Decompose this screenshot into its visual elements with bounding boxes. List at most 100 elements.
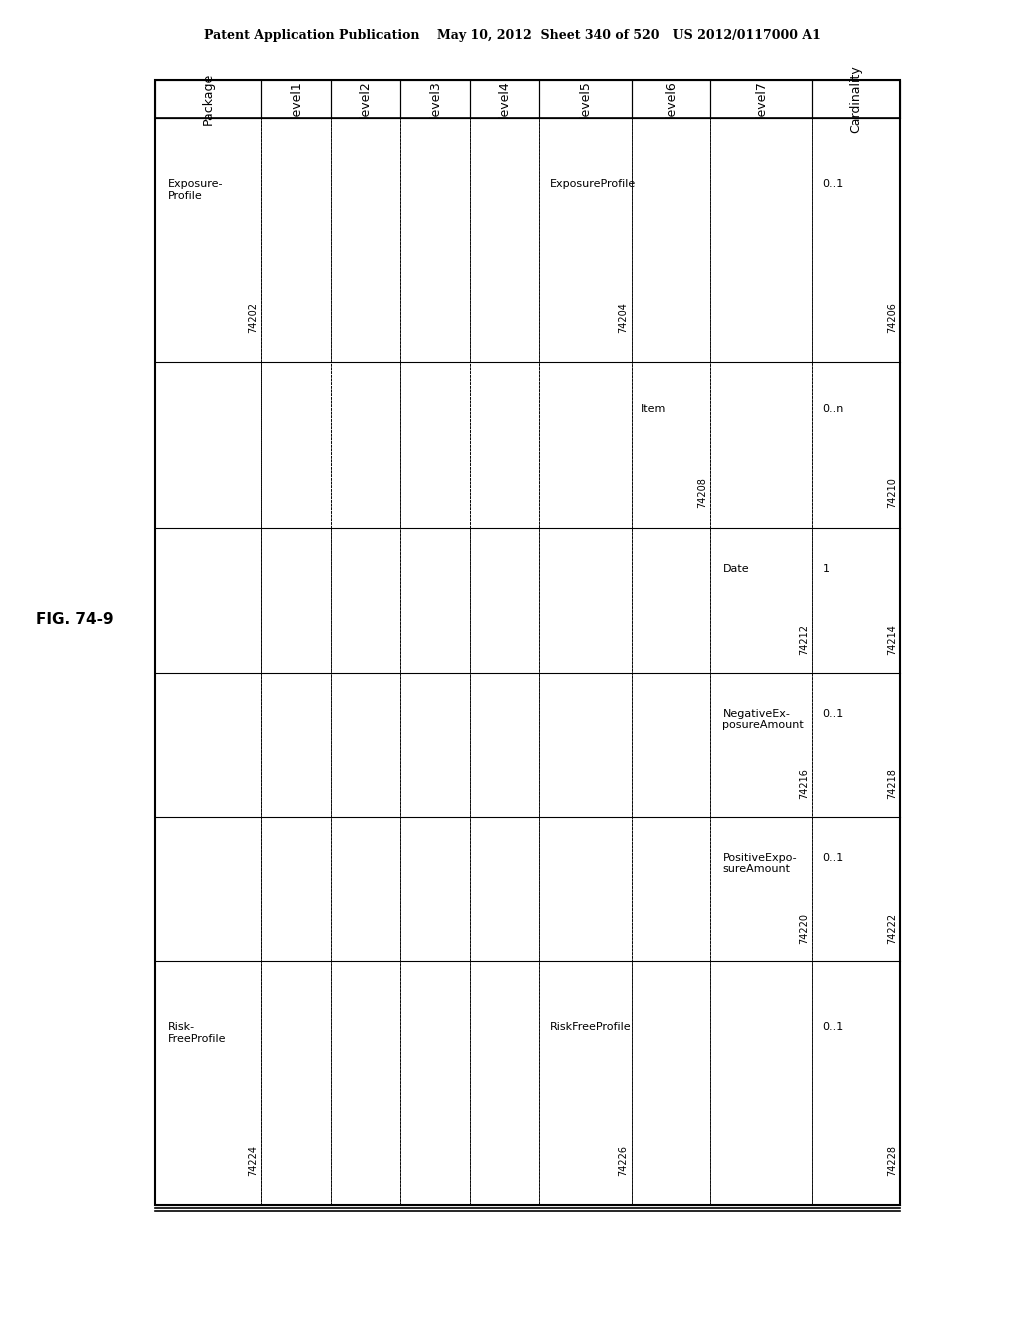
Text: 0..1: 0..1: [822, 180, 844, 189]
Bar: [539, 673, 632, 817]
Text: PositiveExpo-
sureAmount: PositiveExpo- sureAmount: [723, 853, 797, 874]
Bar: [155, 817, 261, 961]
Text: 74202: 74202: [249, 302, 258, 333]
Bar: [261, 528, 331, 673]
Text: 74224: 74224: [249, 1144, 258, 1176]
Bar: [261, 817, 331, 961]
Bar: [155, 362, 261, 528]
Bar: [155, 673, 261, 817]
Text: Risk-
FreeProfile: Risk- FreeProfile: [168, 1022, 226, 1044]
Bar: [400, 528, 470, 673]
Text: 74218: 74218: [887, 768, 897, 800]
Text: level5: level5: [579, 81, 592, 117]
Text: RiskFreeProfile: RiskFreeProfile: [550, 1022, 632, 1032]
Bar: [261, 362, 331, 528]
Bar: [711, 673, 812, 817]
Bar: [711, 961, 812, 1205]
Text: NegativeEx-
posureAmount: NegativeEx- posureAmount: [723, 709, 804, 730]
Bar: [155, 81, 900, 1205]
Text: 0..1: 0..1: [822, 853, 844, 863]
Bar: [261, 961, 331, 1205]
Text: 74214: 74214: [887, 624, 897, 655]
Text: level3: level3: [428, 81, 441, 117]
Text: 74204: 74204: [618, 302, 629, 333]
Bar: [539, 961, 632, 1205]
Bar: [331, 673, 400, 817]
Text: level1: level1: [290, 81, 303, 117]
Bar: [400, 362, 470, 528]
Bar: [400, 961, 470, 1205]
Bar: [632, 817, 711, 961]
Bar: [632, 528, 711, 673]
Text: 74208: 74208: [697, 478, 708, 508]
Text: 0..1: 0..1: [822, 709, 844, 718]
Bar: [155, 81, 261, 117]
Bar: [539, 81, 632, 117]
Bar: [400, 673, 470, 817]
Text: Patent Application Publication    May 10, 2012  Sheet 340 of 520   US 2012/01170: Patent Application Publication May 10, 2…: [204, 29, 820, 41]
Bar: [400, 817, 470, 961]
Bar: [331, 117, 400, 362]
Text: FIG. 74-9: FIG. 74-9: [36, 612, 114, 627]
Text: 0..1: 0..1: [822, 1022, 844, 1032]
Bar: [711, 81, 812, 117]
Bar: [331, 528, 400, 673]
Bar: [331, 362, 400, 528]
Text: Package: Package: [202, 73, 215, 125]
Text: 74206: 74206: [887, 302, 897, 333]
Bar: [400, 117, 470, 362]
Bar: [331, 81, 400, 117]
Bar: [470, 961, 539, 1205]
Bar: [632, 961, 711, 1205]
Text: Cardinality: Cardinality: [850, 65, 862, 133]
Bar: [632, 362, 711, 528]
Bar: [470, 117, 539, 362]
Text: Item: Item: [641, 404, 667, 413]
Bar: [539, 528, 632, 673]
Bar: [632, 81, 711, 117]
Text: 0..n: 0..n: [822, 404, 844, 413]
Bar: [711, 817, 812, 961]
Text: 74228: 74228: [887, 1144, 897, 1176]
Bar: [470, 362, 539, 528]
Bar: [155, 961, 261, 1205]
Text: level6: level6: [665, 81, 678, 117]
Bar: [812, 117, 900, 362]
Bar: [470, 81, 539, 117]
Text: 74210: 74210: [887, 478, 897, 508]
Text: Date: Date: [723, 565, 750, 574]
Bar: [470, 528, 539, 673]
Bar: [261, 673, 331, 817]
Text: level7: level7: [755, 81, 768, 117]
Bar: [711, 528, 812, 673]
Bar: [711, 117, 812, 362]
Bar: [539, 117, 632, 362]
Bar: [812, 817, 900, 961]
Bar: [812, 673, 900, 817]
Bar: [812, 362, 900, 528]
Text: 74216: 74216: [799, 768, 809, 800]
Bar: [711, 362, 812, 528]
Bar: [400, 81, 470, 117]
Bar: [155, 117, 261, 362]
Bar: [812, 961, 900, 1205]
Bar: [331, 961, 400, 1205]
Text: 74220: 74220: [799, 912, 809, 944]
Bar: [812, 528, 900, 673]
Bar: [261, 81, 331, 117]
Text: 1: 1: [822, 565, 829, 574]
Bar: [261, 117, 331, 362]
Text: 74212: 74212: [799, 624, 809, 655]
Bar: [632, 117, 711, 362]
Bar: [539, 817, 632, 961]
Text: level2: level2: [359, 81, 372, 117]
Text: level4: level4: [498, 81, 511, 117]
Bar: [155, 528, 261, 673]
Text: Exposure-
Profile: Exposure- Profile: [168, 180, 223, 201]
Text: 74226: 74226: [618, 1144, 629, 1176]
Text: 74222: 74222: [887, 912, 897, 944]
Bar: [812, 81, 900, 117]
Bar: [331, 817, 400, 961]
Bar: [470, 817, 539, 961]
Text: ExposureProfile: ExposureProfile: [550, 180, 637, 189]
